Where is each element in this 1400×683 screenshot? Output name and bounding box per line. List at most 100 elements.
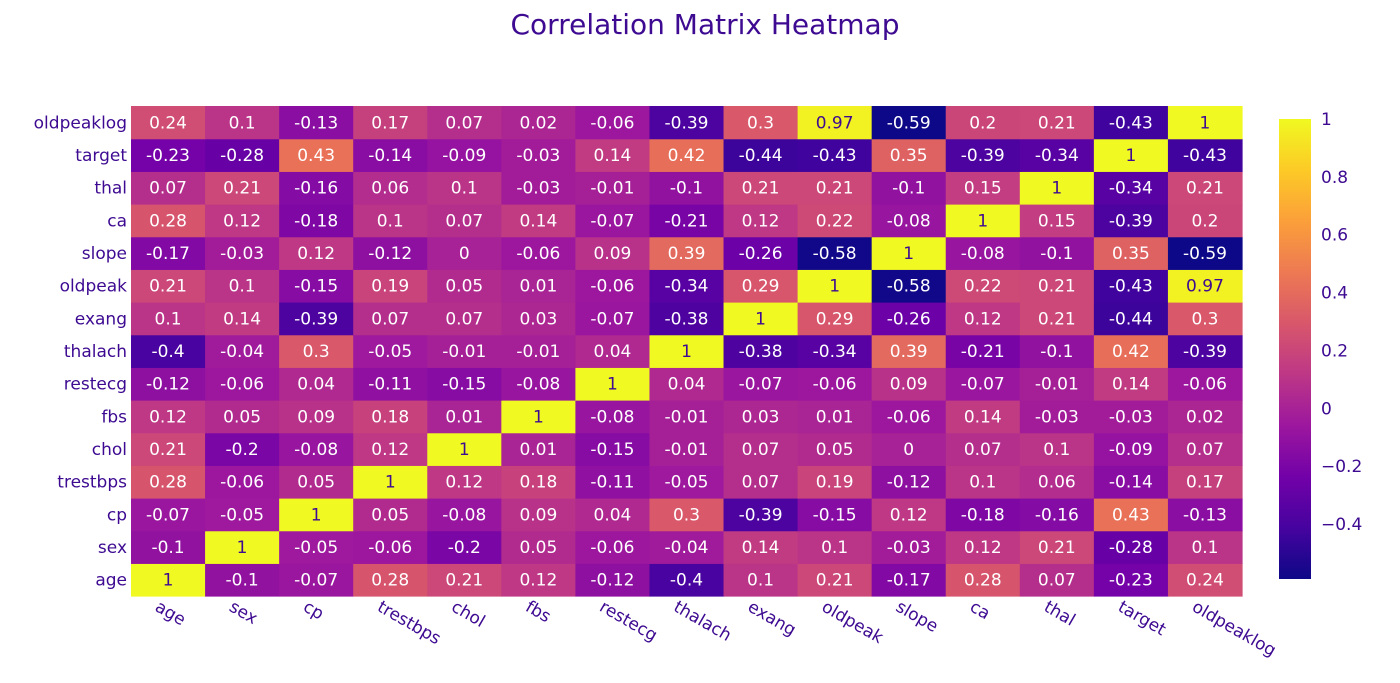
heatmap-cell bbox=[797, 302, 873, 336]
heatmap-cell bbox=[1167, 334, 1243, 368]
heatmap-cell bbox=[205, 432, 280, 466]
heatmap-cell bbox=[797, 400, 873, 434]
cell-value-label: -0.44 bbox=[1109, 309, 1153, 329]
colorbar-tick-label: −0.4 bbox=[1321, 515, 1362, 535]
cell-value-label: 0.04 bbox=[668, 375, 706, 395]
cell-value-label: 0.43 bbox=[297, 146, 335, 166]
heatmap-cell bbox=[649, 236, 725, 270]
heatmap-cell bbox=[1019, 204, 1095, 238]
cell-value-label: -0.15 bbox=[442, 375, 486, 395]
cell-value-label: 0.21 bbox=[1038, 113, 1076, 133]
cell-value-label: 0.01 bbox=[445, 407, 483, 427]
cell-value-label: 0.06 bbox=[1038, 473, 1076, 493]
heatmap-cell bbox=[797, 465, 873, 499]
heatmap-cell bbox=[353, 204, 428, 238]
heatmap-cell bbox=[797, 171, 873, 205]
cell-value-label: 0.21 bbox=[445, 571, 483, 591]
heatmap-cell bbox=[427, 269, 502, 303]
heatmap-cell bbox=[353, 236, 428, 270]
cell-value-label: 0.43 bbox=[1112, 505, 1150, 525]
heatmap-cell bbox=[1019, 138, 1095, 172]
heatmap-cell bbox=[871, 563, 947, 597]
cell-value-label: 0.35 bbox=[1112, 244, 1150, 264]
heatmap-cell bbox=[1093, 400, 1169, 434]
heatmap-cell bbox=[871, 400, 947, 434]
cell-value-label: -0.07 bbox=[590, 211, 634, 231]
cell-value-label: -0.07 bbox=[294, 571, 338, 591]
cell-value-label: -0.06 bbox=[887, 407, 931, 427]
heatmap-cell bbox=[501, 367, 576, 401]
cell-value-label: 0.04 bbox=[594, 342, 632, 362]
heatmap-cell bbox=[871, 269, 947, 303]
cell-value-label: -0.15 bbox=[590, 440, 634, 460]
cell-value-label: -0.06 bbox=[813, 375, 857, 395]
cell-value-label: -0.43 bbox=[1183, 146, 1227, 166]
cell-value-label: -0.15 bbox=[294, 277, 338, 297]
heatmap-cell bbox=[1019, 498, 1095, 532]
cell-value-label: -0.11 bbox=[368, 375, 412, 395]
heatmap-cell bbox=[501, 465, 576, 499]
cell-value-label: 0.1 bbox=[155, 309, 182, 329]
x-tick-label: ca bbox=[966, 597, 993, 624]
cell-value-label: 0.02 bbox=[1186, 407, 1224, 427]
heatmap-cell bbox=[427, 498, 502, 532]
heatmap-cell bbox=[649, 563, 725, 597]
heatmap-cell bbox=[205, 236, 280, 270]
cell-value-label: 0.07 bbox=[1186, 440, 1224, 460]
cell-value-label: -0.4 bbox=[151, 342, 184, 362]
heatmap-cell bbox=[427, 400, 502, 434]
x-tick-label: oldpeak bbox=[818, 597, 887, 648]
cell-value-label: 0.05 bbox=[223, 407, 261, 427]
heatmap-cell bbox=[131, 465, 206, 499]
cell-value-label: -0.39 bbox=[961, 146, 1005, 166]
cell-value-label: -0.08 bbox=[442, 505, 486, 525]
cell-value-label: -0.08 bbox=[590, 407, 634, 427]
heatmap-cell bbox=[1093, 530, 1169, 564]
heatmap-cell bbox=[1019, 432, 1095, 466]
heatmap-cell bbox=[279, 465, 354, 499]
cell-value-label: 0.17 bbox=[1186, 473, 1224, 493]
cell-value-label: -0.34 bbox=[1035, 146, 1079, 166]
heatmap-cell bbox=[427, 204, 502, 238]
heatmap-cell bbox=[353, 106, 428, 140]
x-axis-ticks: age sex cp trestbps chol fbs restecg thalach exa… bbox=[152, 597, 1280, 661]
heatmap-cell bbox=[575, 465, 651, 499]
cell-value-label: 0.14 bbox=[594, 146, 632, 166]
cell-value-label: 1 bbox=[903, 244, 914, 264]
heatmap-cell bbox=[353, 432, 428, 466]
cell-value-label: -0.07 bbox=[739, 375, 783, 395]
heatmap-cell bbox=[871, 530, 947, 564]
heatmap-cell bbox=[945, 563, 1021, 597]
cell-value-label: -0.06 bbox=[368, 538, 412, 558]
cell-value-label: 1 bbox=[163, 571, 174, 591]
cell-value-label: 0.3 bbox=[303, 342, 330, 362]
colorbar-tick-label: 0.2 bbox=[1321, 341, 1348, 361]
heatmap-cell bbox=[279, 106, 354, 140]
heatmap-cell bbox=[131, 400, 206, 434]
colorbar-tick-label: 0 bbox=[1321, 399, 1332, 419]
heatmap-cell bbox=[871, 367, 947, 401]
cell-value-label: -0.01 bbox=[590, 179, 634, 199]
heatmap-cell bbox=[797, 236, 873, 270]
cell-value-label: 0.21 bbox=[149, 277, 187, 297]
heatmap-cell bbox=[1167, 171, 1243, 205]
heatmap-cell bbox=[205, 367, 280, 401]
cell-value-label: 0.14 bbox=[223, 309, 261, 329]
heatmap-cell bbox=[501, 106, 576, 140]
cell-value-label: 1 bbox=[829, 277, 840, 297]
cell-value-label: -0.16 bbox=[1035, 505, 1079, 525]
cell-value-label: -0.12 bbox=[368, 244, 412, 264]
heatmap-cell bbox=[427, 236, 502, 270]
heatmap-cell bbox=[279, 432, 354, 466]
heatmap-cell bbox=[427, 138, 502, 172]
heatmap-cell bbox=[649, 367, 725, 401]
cell-value-label: 0.14 bbox=[1112, 375, 1150, 395]
heatmap-cell bbox=[945, 334, 1021, 368]
cell-value-label: 1 bbox=[237, 538, 248, 558]
cell-value-label: 0.06 bbox=[371, 179, 409, 199]
heatmap-cell bbox=[1093, 432, 1169, 466]
heatmap-cell bbox=[205, 400, 280, 434]
cell-value-label: 0.24 bbox=[1186, 571, 1224, 591]
cell-value-label: -0.05 bbox=[294, 538, 338, 558]
cell-value-label: 0.21 bbox=[223, 179, 261, 199]
